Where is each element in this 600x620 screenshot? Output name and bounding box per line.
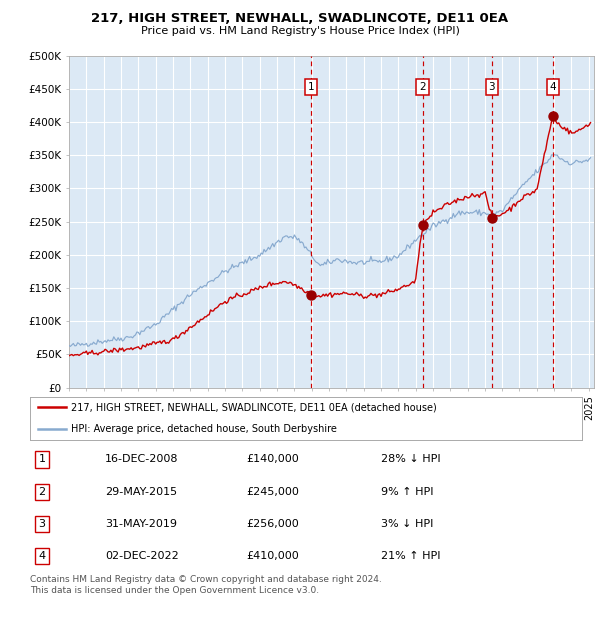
Text: 31-MAY-2019: 31-MAY-2019 bbox=[105, 519, 177, 529]
Text: £256,000: £256,000 bbox=[246, 519, 299, 529]
Text: 29-MAY-2015: 29-MAY-2015 bbox=[105, 487, 177, 497]
Text: 217, HIGH STREET, NEWHALL, SWADLINCOTE, DE11 0EA: 217, HIGH STREET, NEWHALL, SWADLINCOTE, … bbox=[91, 12, 509, 25]
Bar bbox=[311, 56, 598, 388]
Text: HPI: Average price, detached house, South Derbyshire: HPI: Average price, detached house, Sout… bbox=[71, 424, 337, 434]
Text: 4: 4 bbox=[550, 82, 556, 92]
Text: 217, HIGH STREET, NEWHALL, SWADLINCOTE, DE11 0EA (detached house): 217, HIGH STREET, NEWHALL, SWADLINCOTE, … bbox=[71, 402, 437, 412]
Text: 2: 2 bbox=[419, 82, 426, 92]
Text: £245,000: £245,000 bbox=[246, 487, 299, 497]
Text: Price paid vs. HM Land Registry's House Price Index (HPI): Price paid vs. HM Land Registry's House … bbox=[140, 26, 460, 36]
Text: Contains HM Land Registry data © Crown copyright and database right 2024.
This d: Contains HM Land Registry data © Crown c… bbox=[30, 575, 382, 595]
Text: £140,000: £140,000 bbox=[246, 454, 299, 464]
Text: 3: 3 bbox=[488, 82, 495, 92]
Text: 3% ↓ HPI: 3% ↓ HPI bbox=[381, 519, 433, 529]
Text: 4: 4 bbox=[38, 551, 46, 561]
Text: 3: 3 bbox=[38, 519, 46, 529]
Text: 28% ↓ HPI: 28% ↓ HPI bbox=[381, 454, 440, 464]
Text: 1: 1 bbox=[38, 454, 46, 464]
Text: 02-DEC-2022: 02-DEC-2022 bbox=[105, 551, 179, 561]
Text: £410,000: £410,000 bbox=[246, 551, 299, 561]
Text: 16-DEC-2008: 16-DEC-2008 bbox=[105, 454, 179, 464]
Text: 2: 2 bbox=[38, 487, 46, 497]
Text: 1: 1 bbox=[308, 82, 314, 92]
Text: 9% ↑ HPI: 9% ↑ HPI bbox=[381, 487, 433, 497]
Text: 21% ↑ HPI: 21% ↑ HPI bbox=[381, 551, 440, 561]
